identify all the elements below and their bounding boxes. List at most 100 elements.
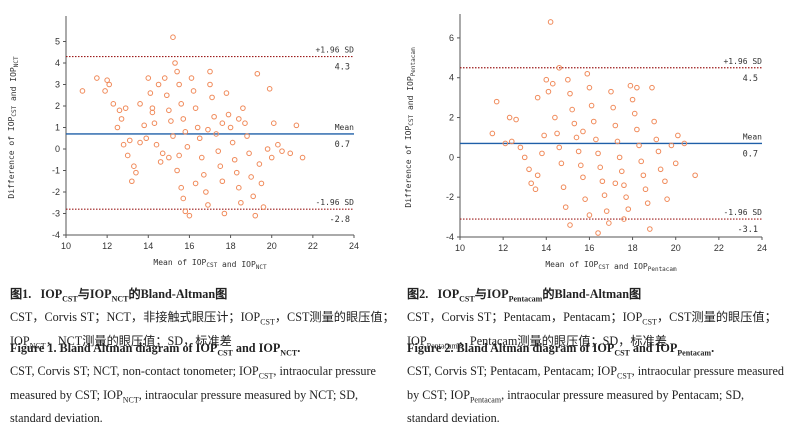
data-point [248, 174, 254, 180]
data-point [569, 106, 575, 113]
y-tick-label: 1 [55, 123, 60, 133]
data-point [631, 110, 638, 117]
data-point [556, 64, 563, 71]
data-point [143, 135, 150, 142]
data-point [151, 120, 158, 126]
x-axis-label: Mean of IOPCST and IOPNCT [153, 258, 267, 271]
data-point [217, 163, 224, 169]
data-point [565, 76, 571, 83]
ref-line-label: Mean [335, 123, 354, 132]
y-tick-label: -1 [52, 166, 60, 176]
data-point [545, 88, 552, 95]
x-tick-label: 10 [455, 243, 465, 253]
data-point [532, 186, 539, 193]
data-point [94, 75, 100, 81]
data-point [539, 150, 545, 157]
data-point [664, 196, 670, 202]
data-point [621, 182, 627, 189]
data-point [655, 148, 662, 155]
data-point [178, 101, 184, 107]
data-point [258, 180, 265, 187]
data-point [190, 88, 197, 94]
data-point [223, 90, 230, 96]
y-tick-label: -3 [52, 209, 60, 219]
data-point [625, 206, 632, 212]
data-point [147, 90, 154, 96]
data-point [575, 148, 582, 155]
data-point [131, 163, 137, 169]
data-point [207, 68, 213, 75]
y-tick-label: -4 [446, 232, 454, 242]
data-point [616, 154, 623, 161]
data-point [260, 204, 267, 210]
data-point [662, 178, 668, 185]
data-point [126, 137, 133, 144]
data-point [593, 136, 599, 143]
data-point [153, 141, 160, 148]
data-point [528, 180, 534, 187]
data-point [238, 199, 244, 206]
data-point [172, 60, 178, 66]
data-point [554, 130, 560, 137]
y-tick-label: 4 [55, 58, 60, 68]
data-point [595, 150, 601, 157]
data-point [675, 132, 681, 139]
ref-line-value: 0.7 [743, 149, 758, 159]
data-point [233, 169, 240, 176]
figure-1-caption-cn: 图1. IOPCST与IOPNCT的Bland-Altman图 CST，Corv… [10, 287, 395, 351]
data-point [590, 118, 597, 125]
data-point [155, 81, 162, 88]
data-point [244, 133, 250, 139]
data-point [582, 196, 588, 202]
y-axis-label: Difference of IOPCST and IOPPentacam [404, 47, 417, 208]
data-point [614, 138, 621, 145]
data-point [279, 148, 285, 154]
data-point [79, 88, 86, 94]
data-point [236, 116, 242, 122]
data-point [266, 86, 273, 92]
data-point [196, 135, 203, 142]
data-point [534, 172, 541, 179]
ref-line-value: -2.8 [330, 215, 350, 225]
data-point [629, 96, 636, 103]
data-point [227, 124, 234, 131]
data-point [580, 174, 586, 181]
ref-line-label: +1.96 SD [315, 46, 354, 55]
x-tick-label: 20 [267, 241, 277, 251]
y-tick-label: -2 [446, 192, 454, 202]
data-point [606, 220, 612, 226]
data-point [102, 88, 108, 94]
data-point [612, 180, 619, 187]
data-point [543, 76, 550, 83]
data-point [610, 104, 616, 111]
data-point [268, 154, 275, 161]
data-point [517, 144, 524, 151]
data-point [203, 189, 209, 195]
x-tick-label: 14 [541, 243, 551, 253]
figure-2-caption-en: Figure 2. Bland Altman diagram of IOPCST… [407, 341, 784, 426]
data-point [178, 184, 184, 191]
x-tick-label: 14 [143, 241, 153, 251]
data-point [526, 166, 532, 173]
data-point [256, 161, 263, 167]
data-point [672, 160, 679, 167]
data-point [603, 208, 610, 214]
data-point [549, 80, 556, 87]
x-tick-label: 24 [349, 241, 359, 251]
y-tick-label: 2 [55, 101, 60, 111]
ref-line-value: 4.5 [743, 74, 758, 84]
data-point [205, 202, 211, 208]
data-point [601, 192, 608, 198]
data-point [627, 82, 634, 89]
data-point [547, 19, 554, 25]
x-tick-label: 16 [584, 243, 594, 253]
data-point [647, 226, 653, 232]
data-point [552, 114, 558, 121]
data-point [225, 111, 232, 118]
data-point [182, 129, 189, 135]
y-tick-label: 4 [449, 73, 454, 83]
data-point [137, 139, 143, 146]
data-point [182, 208, 189, 215]
data-point [124, 152, 131, 159]
